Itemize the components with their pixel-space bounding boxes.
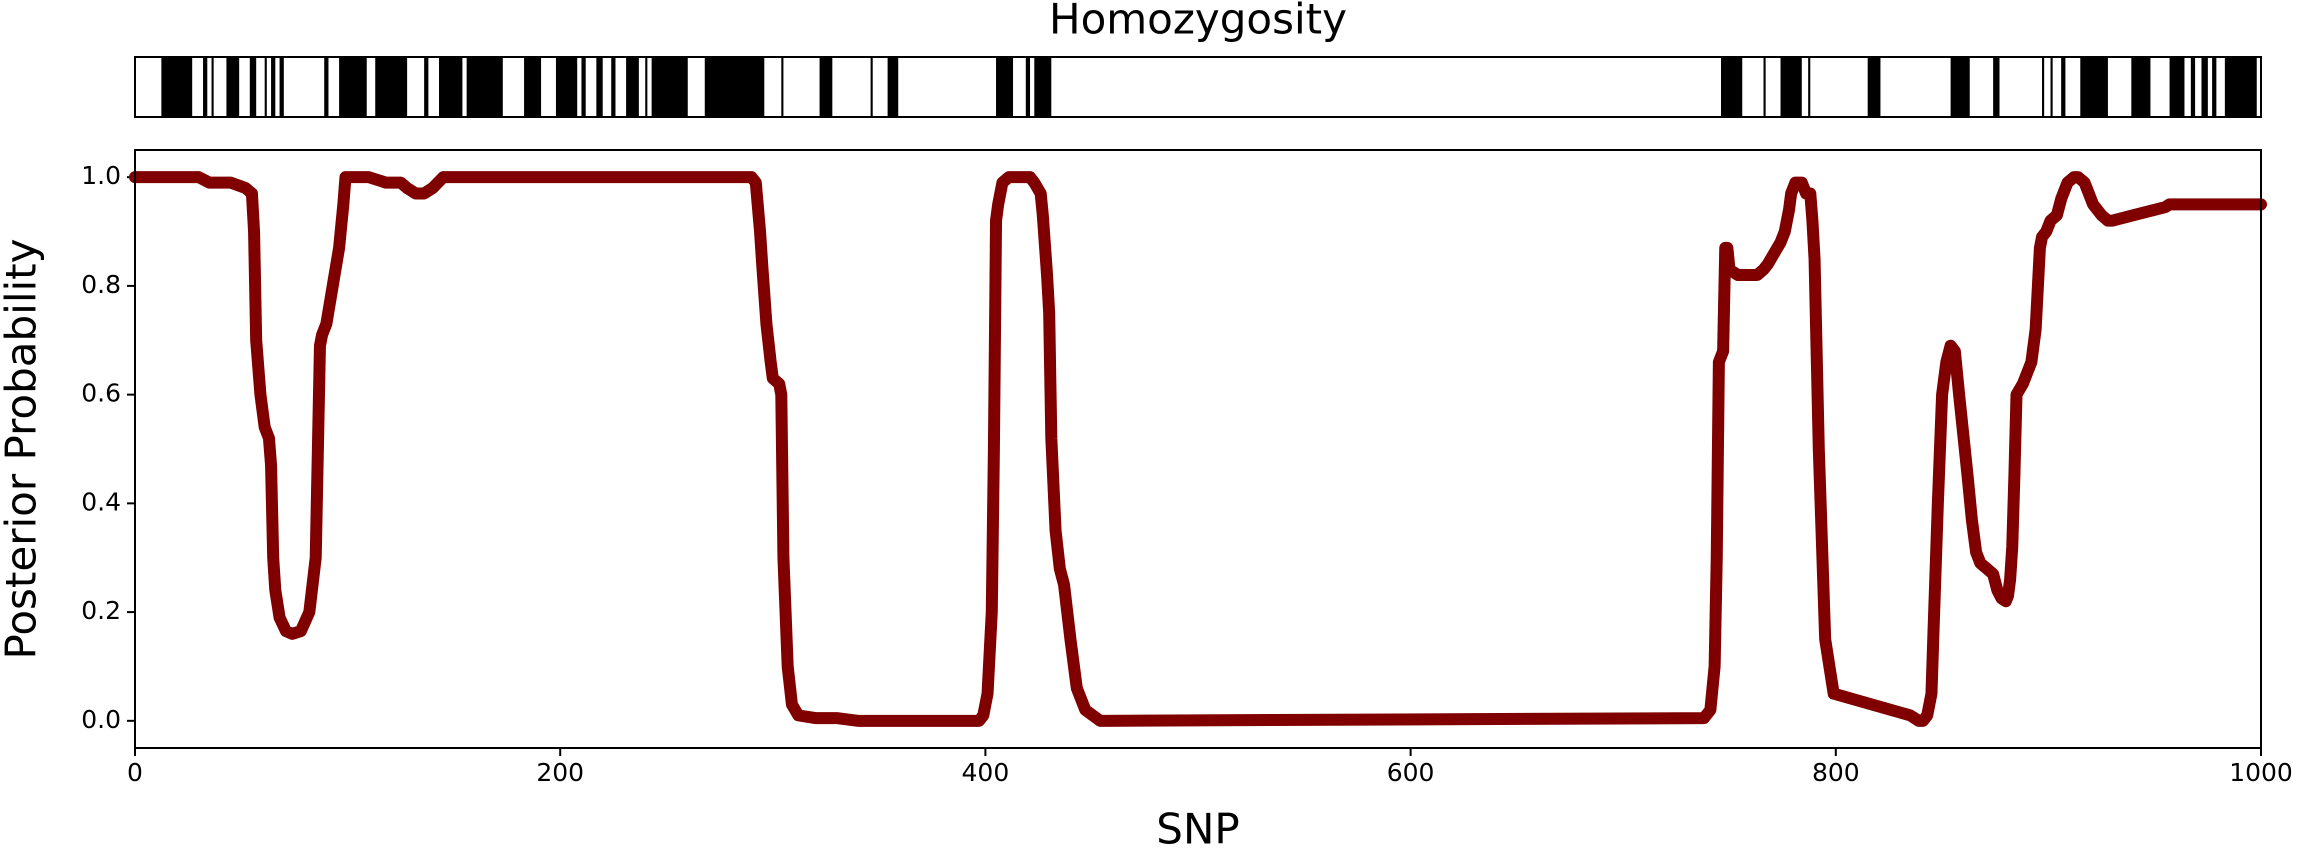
barcode-frame [134, 56, 2262, 118]
y-tick-label: 0.6 [81, 379, 121, 408]
homozygous-segment [611, 57, 616, 117]
plot-frame [134, 149, 2262, 749]
x-tick-label: 800 [1812, 758, 1860, 787]
homozygous-segment [819, 57, 833, 117]
homozygous-segment [161, 57, 193, 117]
homozygous-segment [264, 57, 267, 117]
homozygous-segment [1993, 57, 2000, 117]
homozygous-segment [1780, 57, 1802, 117]
y-axis-label: Posterior Probability [0, 239, 46, 660]
y-tick-label: 0.4 [81, 487, 121, 516]
x-tick-label: 600 [1387, 758, 1435, 787]
homozygous-segment [279, 57, 284, 117]
homozygous-segment [1763, 57, 1766, 117]
homozygous-segment [375, 57, 408, 117]
homozygous-segment [555, 57, 578, 117]
homozygous-segment [2201, 57, 2208, 117]
homozygous-segment [203, 57, 208, 117]
x-tick-label: 200 [536, 758, 584, 787]
homozygous-segment [581, 57, 586, 117]
homozygous-segment [439, 57, 463, 117]
homozygous-segment [271, 57, 276, 117]
homozygous-segment [1867, 57, 1881, 117]
homozygous-segment [2212, 57, 2217, 117]
x-tick-label: 0 [127, 758, 143, 787]
homozygous-segment [704, 57, 765, 117]
homozygous-segment [211, 57, 214, 117]
x-tick-label: 400 [962, 758, 1010, 787]
homozygous-segment [466, 57, 503, 117]
homozygous-segment [1034, 57, 1052, 117]
homozygous-segment [2224, 57, 2257, 117]
homozygous-segment [2050, 57, 2053, 117]
homozygous-segment [1720, 57, 1743, 117]
homozygous-segment [2042, 57, 2045, 117]
homozygous-segment [524, 57, 542, 117]
homozygous-segment [424, 57, 429, 117]
y-tick-label: 0.8 [81, 270, 121, 299]
homozygous-segment [226, 57, 240, 117]
homozygous-segment [596, 57, 603, 117]
homozygous-segment [996, 57, 1014, 117]
homozygous-segment [2190, 57, 2196, 117]
homozygous-segment [645, 57, 648, 117]
homozygous-segment [249, 57, 257, 117]
homozygous-segment [1025, 57, 1031, 117]
homozygous-segment [2080, 57, 2108, 117]
homozygous-segment [1808, 57, 1811, 117]
probability-line [129, 171, 2267, 727]
y-tick-label: 0.0 [81, 705, 121, 734]
homozygous-segment [781, 57, 784, 117]
homozygous-segment [2061, 57, 2066, 117]
homozygous-segment [651, 57, 688, 117]
homozygous-segment [887, 57, 899, 117]
barcode-title: Homozygosity [1049, 0, 1347, 44]
y-tick-label: 1.0 [81, 161, 121, 190]
homozygous-segment [324, 57, 329, 117]
homozygous-segment [870, 57, 873, 117]
x-axis-label: SNP [1156, 805, 1239, 853]
homozygous-segment [2169, 57, 2185, 117]
y-tick-label: 0.2 [81, 596, 121, 625]
homozygous-segment [626, 57, 639, 117]
x-tick-label: 1000 [2229, 758, 2293, 787]
homozygous-segment [339, 57, 367, 117]
homozygous-segment [1950, 57, 1970, 117]
homozygous-segment [2131, 57, 2151, 117]
